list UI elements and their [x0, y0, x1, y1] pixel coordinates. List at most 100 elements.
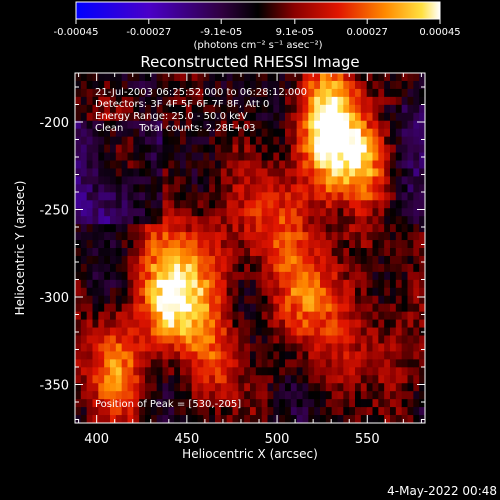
heatmap-cell [395, 216, 403, 225]
heatmap-cell [220, 359, 228, 368]
heatmap-cell [325, 399, 333, 408]
heatmap-cell [378, 311, 385, 321]
heatmap-cell [104, 96, 111, 106]
heatmap-cell [92, 335, 99, 345]
heatmap-cell [413, 240, 420, 249]
heatmap-cell [80, 128, 88, 138]
heatmap-cell [244, 279, 251, 289]
heatmap-cell [273, 335, 280, 345]
heatmap-cell [360, 415, 368, 423]
heatmap-cell [220, 216, 228, 225]
heatmap-cell [279, 152, 286, 162]
heatmap-cell [401, 80, 409, 90]
heatmap-cell [302, 407, 309, 416]
heatmap-cell [349, 128, 356, 138]
heatmap-cell [139, 287, 146, 297]
heatmap-cell [121, 399, 129, 408]
heatmap-cell [255, 208, 263, 217]
heatmap-cell [162, 359, 169, 368]
heatmap-cell [191, 271, 199, 281]
heatmap-cell [215, 327, 222, 337]
heatmap-cell [115, 216, 123, 225]
heatmap-cell [174, 168, 181, 177]
heatmap-cell [372, 343, 379, 352]
heatmap-cell [337, 343, 344, 352]
heatmap-cell [238, 271, 245, 281]
heatmap-cell [302, 224, 309, 233]
heatmap-cell [285, 152, 292, 162]
heatmap-cell [139, 168, 146, 177]
heatmap-cell [139, 248, 146, 257]
heatmap-cell [244, 248, 251, 257]
heatmap-cell [343, 80, 350, 90]
heatmap-cell [220, 383, 228, 392]
heatmap-cell [390, 152, 397, 162]
heatmap-cell [104, 359, 111, 368]
heatmap-cell [395, 391, 403, 400]
heatmap-cell [145, 88, 152, 98]
heatmap-cell [407, 391, 414, 400]
heatmap-cell [110, 248, 117, 257]
heatmap-cell [156, 80, 164, 90]
heatmap-cell [390, 232, 397, 241]
heatmap-cell [395, 152, 403, 162]
heatmap-cell [226, 112, 234, 122]
heatmap-cell [232, 271, 239, 281]
heatmap-cell [238, 327, 245, 337]
heatmap-cell [290, 383, 298, 392]
heatmap-cell [290, 232, 298, 241]
heatmap-cell [162, 319, 169, 329]
heatmap-cell [261, 255, 269, 265]
heatmap-cell [273, 184, 280, 193]
heatmap-cell [133, 351, 140, 360]
heatmap-cell [80, 287, 88, 297]
heatmap-cell [86, 128, 94, 138]
heatmap-cell [191, 263, 199, 273]
heatmap-cell [115, 263, 123, 273]
heatmap-cell [314, 168, 321, 177]
heatmap-cell [250, 359, 257, 368]
heatmap-cell [302, 128, 309, 138]
heatmap-cell [384, 224, 391, 233]
heatmap-cell [314, 216, 321, 225]
heatmap-cell [75, 160, 82, 170]
heatmap-cell [384, 80, 391, 90]
heatmap-cell [215, 232, 222, 241]
heatmap-cell [337, 335, 344, 345]
heatmap-cell [133, 73, 140, 82]
heatmap-cell [255, 200, 263, 209]
heatmap-cell [296, 208, 304, 217]
heatmap-cell [232, 176, 239, 185]
heatmap-cell [75, 248, 82, 257]
heatmap-cell [226, 73, 234, 82]
heatmap-cell [150, 120, 158, 130]
heatmap-cell [378, 224, 385, 233]
heatmap-cell [110, 96, 117, 106]
heatmap-cell [325, 327, 333, 337]
heatmap-cell [244, 104, 251, 114]
heatmap-cell [115, 168, 123, 177]
heatmap-cell [401, 176, 409, 185]
heatmap-cell [226, 104, 234, 114]
heatmap-cell [209, 152, 216, 162]
heatmap-cell [180, 343, 187, 352]
heatmap-cell [395, 335, 403, 345]
heatmap-cell [267, 104, 274, 114]
heatmap-cell [133, 88, 140, 98]
heatmap-cell [290, 120, 298, 130]
heatmap-cell [302, 295, 309, 305]
heatmap-cell [314, 192, 321, 201]
heatmap-cell [209, 271, 216, 281]
heatmap-cell [378, 319, 385, 329]
heatmap-cell [145, 128, 152, 138]
heatmap-cell [150, 128, 158, 138]
heatmap-cell [226, 120, 234, 130]
heatmap-cell [384, 383, 391, 392]
heatmap-cell [407, 136, 414, 146]
heatmap-cell [355, 88, 362, 98]
heatmap-cell [156, 152, 164, 162]
heatmap-cell [290, 399, 298, 408]
heatmap-cell [110, 216, 117, 225]
heatmap-cell [273, 152, 280, 162]
heatmap-cell [290, 327, 298, 337]
